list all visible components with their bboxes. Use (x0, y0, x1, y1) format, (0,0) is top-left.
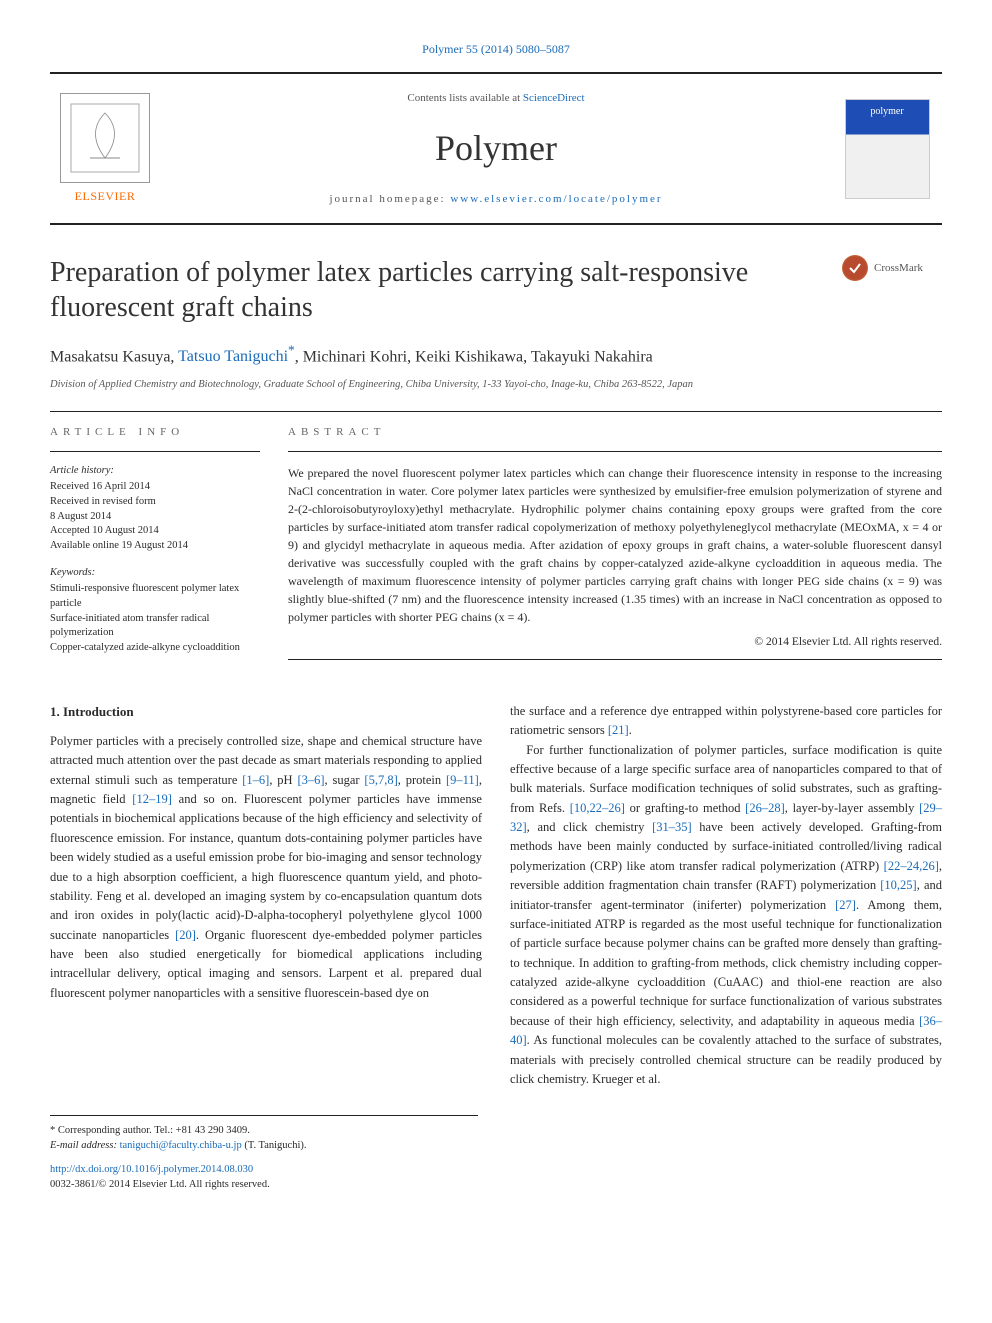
history-item: 8 August 2014 (50, 510, 260, 525)
author: Takayuki Nakahira (531, 348, 653, 365)
contents-prefix: Contents lists available at (407, 92, 520, 104)
affiliation: Division of Applied Chemistry and Biotec… (50, 377, 942, 393)
history-label: Article history: (50, 464, 260, 479)
divider (288, 451, 942, 452)
divider (288, 659, 942, 660)
author: Keiki Kishikawa (415, 348, 523, 365)
homepage-link[interactable]: www.elsevier.com/locate/polymer (450, 193, 662, 205)
homepage-line: journal homepage: www.elsevier.com/locat… (170, 191, 822, 208)
body-column-right: the surface and a reference dye entrappe… (510, 702, 942, 1090)
journal-banner: ELSEVIER Contents lists available at Sci… (50, 72, 942, 225)
abstract-column: ABSTRACT We prepared the novel fluoresce… (288, 424, 942, 672)
citation-link[interactable]: [10,25] (880, 878, 916, 892)
doi-link[interactable]: http://dx.doi.org/10.1016/j.polymer.2014… (50, 1164, 253, 1175)
citation-link[interactable]: [3–6] (297, 773, 324, 787)
footnotes: * Corresponding author. Tel.: +81 43 290… (50, 1115, 478, 1153)
citation-link[interactable]: [12–19] (132, 792, 172, 806)
keyword: Copper-catalyzed azide-alkyne cycloaddit… (50, 641, 260, 656)
author-corresponding: Tatsuo Taniguchi* (178, 348, 295, 365)
banner-right: polymer (832, 82, 942, 215)
citation-link[interactable]: [9–11] (446, 773, 479, 787)
citation-link[interactable]: [27] (835, 898, 856, 912)
contents-available-line: Contents lists available at ScienceDirec… (170, 90, 822, 107)
elsevier-tree-icon (60, 93, 150, 183)
author-list: Masakatsu Kasuya, Tatsuo Taniguchi*, Mic… (50, 341, 942, 369)
body-column-left: 1. Introduction Polymer particles with a… (50, 702, 482, 1090)
email-link[interactable]: taniguchi@faculty.chiba-u.jp (120, 1140, 242, 1151)
issn-line: 0032-3861/© 2014 Elsevier Ltd. All right… (50, 1177, 942, 1193)
author: Michinari Kohri (303, 348, 407, 365)
article-history: Article history: Received 16 April 2014 … (50, 464, 260, 554)
section-heading: 1. Introduction (50, 702, 482, 722)
crossmark-badge[interactable]: CrossMark (842, 255, 942, 281)
citation-link[interactable]: [31–35] (652, 820, 692, 834)
header-citation: Polymer 55 (2014) 5080–5087 (50, 40, 942, 58)
history-item: Received 16 April 2014 (50, 480, 260, 495)
article-info-column: ARTICLE INFO Article history: Received 1… (50, 424, 260, 672)
history-item: Accepted 10 August 2014 (50, 524, 260, 539)
history-item: Received in revised form (50, 495, 260, 510)
abstract-text: We prepared the novel fluorescent polyme… (288, 464, 942, 626)
divider (50, 451, 260, 452)
citation-link[interactable]: [21] (608, 723, 629, 737)
banner-center: Contents lists available at ScienceDirec… (160, 82, 832, 215)
body-columns: 1. Introduction Polymer particles with a… (50, 702, 942, 1090)
keyword: Stimuli-responsive fluorescent polymer l… (50, 582, 260, 611)
citation-link[interactable]: [26–28] (745, 801, 785, 815)
history-item: Available online 19 August 2014 (50, 539, 260, 554)
sciencedirect-link[interactable]: ScienceDirect (523, 92, 585, 104)
keywords-label: Keywords: (50, 566, 260, 581)
crossmark-label: CrossMark (874, 260, 923, 277)
citation-link[interactable]: [5,7,8] (364, 773, 397, 787)
citation-link[interactable]: [10,22–26] (570, 801, 625, 815)
homepage-prefix: journal homepage: (329, 193, 445, 205)
banner-left: ELSEVIER (50, 82, 160, 215)
journal-cover-thumb: polymer (845, 99, 930, 199)
paragraph: Polymer particles with a precisely contr… (50, 732, 482, 1003)
abstract-copyright: © 2014 Elsevier Ltd. All rights reserved… (288, 634, 942, 651)
citation-link[interactable]: [22–24,26] (884, 859, 939, 873)
divider (50, 411, 942, 412)
abstract-heading: ABSTRACT (288, 424, 942, 441)
citation-link[interactable]: [1–6] (242, 773, 269, 787)
citation-link[interactable]: Polymer 55 (2014) 5080–5087 (422, 42, 570, 56)
paragraph: the surface and a reference dye entrappe… (510, 702, 942, 741)
crossmark-icon (842, 255, 868, 281)
email-line: E-mail address: taniguchi@faculty.chiba-… (50, 1139, 478, 1154)
journal-title: Polymer (170, 121, 822, 175)
article-title: Preparation of polymer latex particles c… (50, 255, 842, 325)
keyword: Surface-initiated atom transfer radical … (50, 612, 260, 641)
article-info-heading: ARTICLE INFO (50, 424, 260, 441)
doi-line: http://dx.doi.org/10.1016/j.polymer.2014… (50, 1162, 942, 1178)
corresponding-note: * Corresponding author. Tel.: +81 43 290… (50, 1124, 478, 1139)
author: Masakatsu Kasuya (50, 348, 170, 365)
keywords-block: Keywords: Stimuli-responsive fluorescent… (50, 566, 260, 656)
paragraph: For further functionalization of polymer… (510, 741, 942, 1090)
publisher-name: ELSEVIER (60, 187, 150, 205)
citation-link[interactable]: [20] (175, 928, 196, 942)
